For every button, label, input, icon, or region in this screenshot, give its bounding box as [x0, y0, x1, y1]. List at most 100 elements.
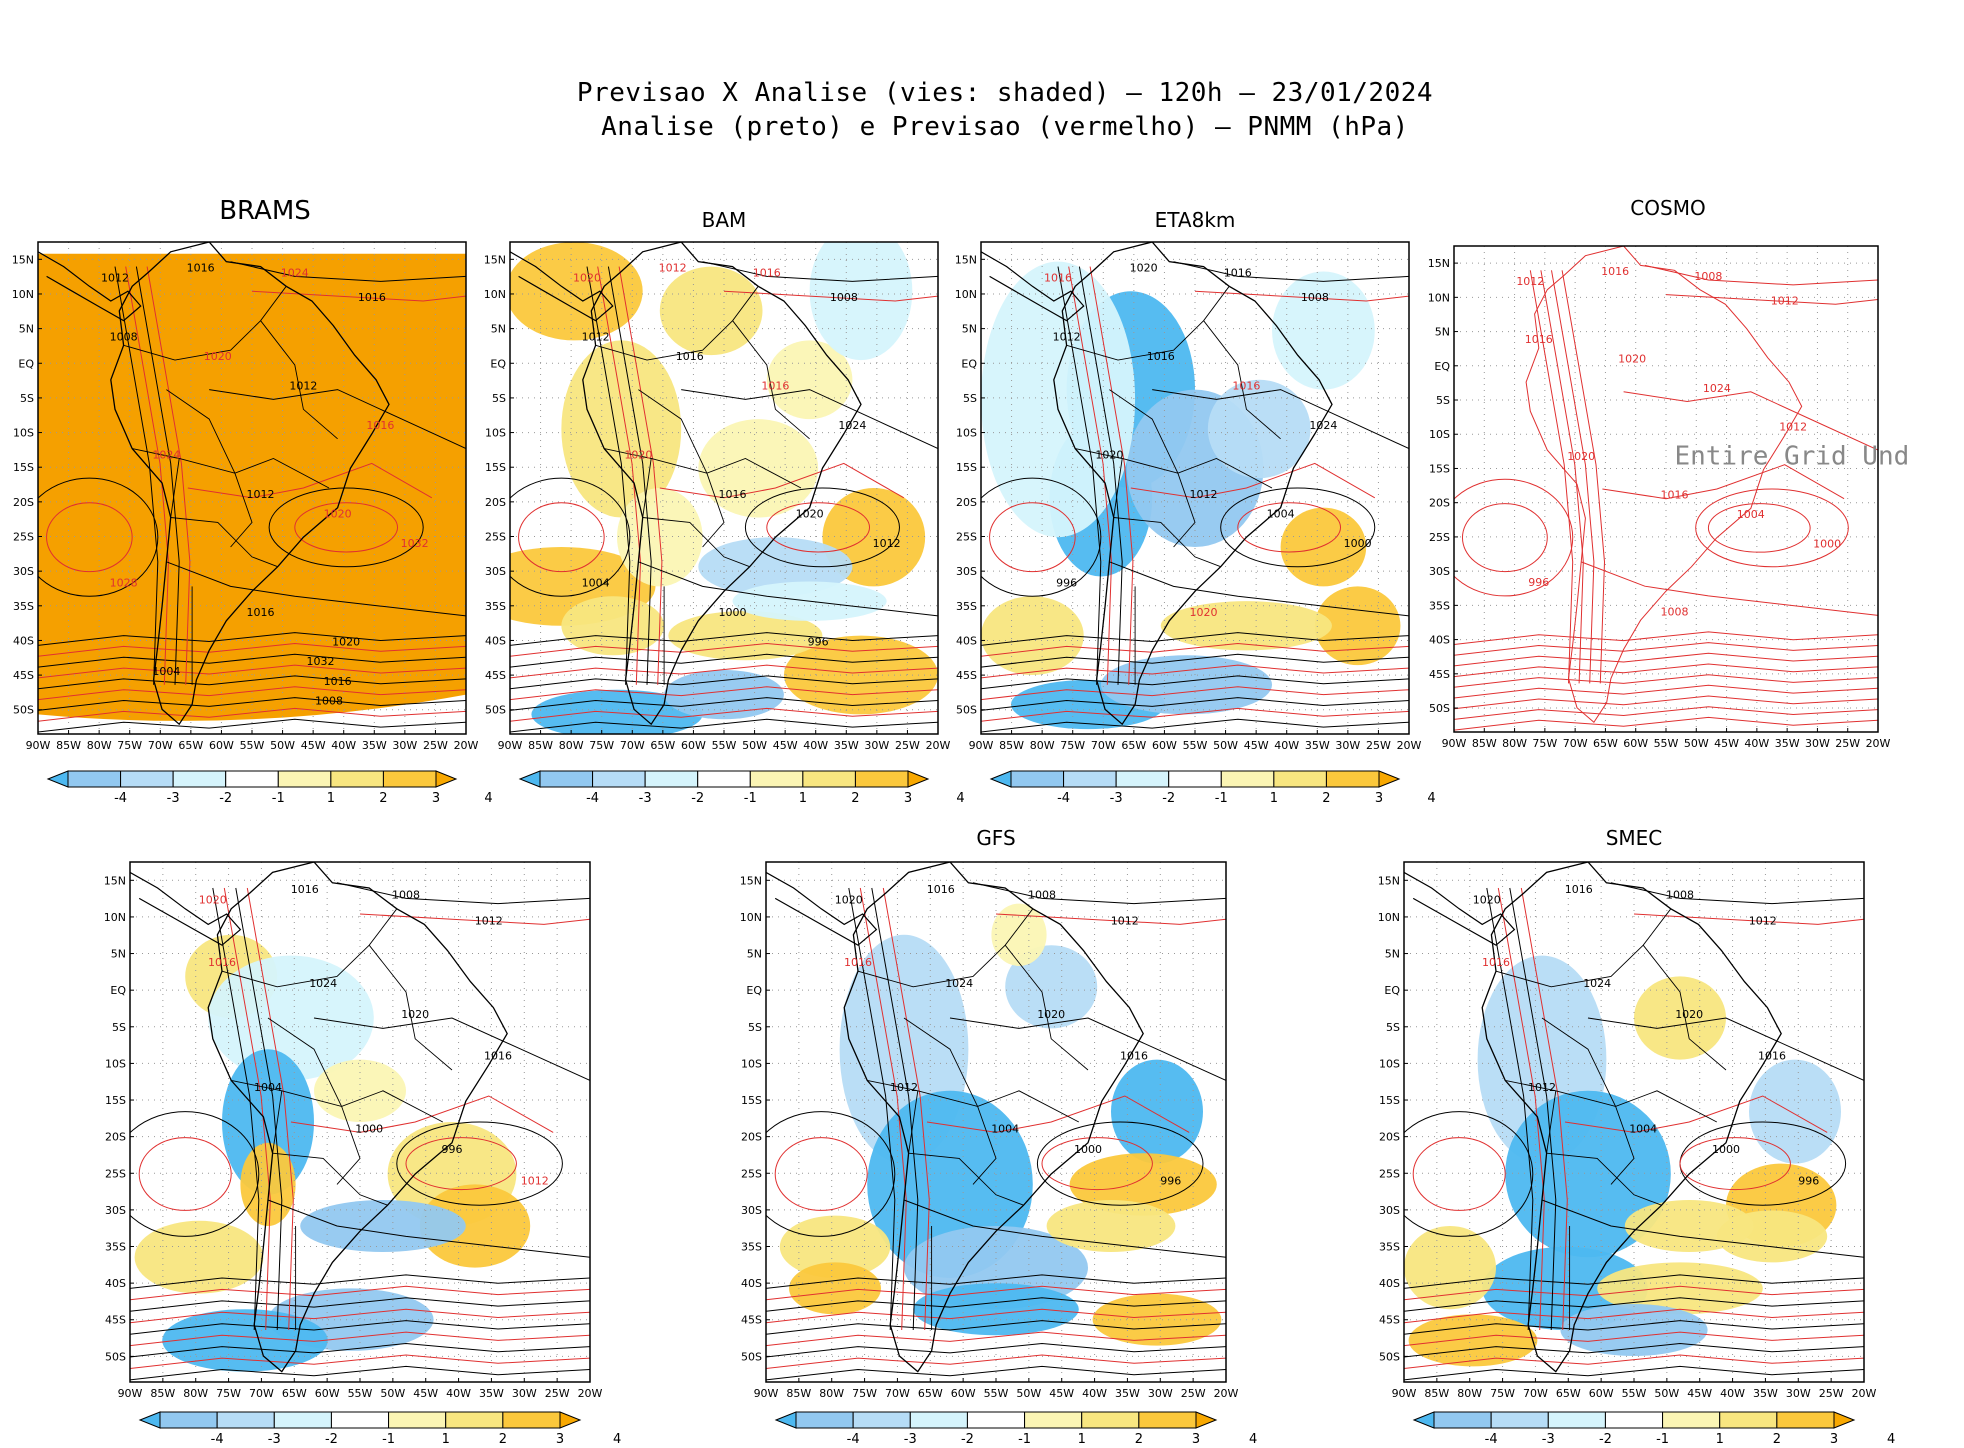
lat-tick-label: 50S — [13, 704, 34, 717]
forecast-isobar — [1454, 684, 1878, 699]
contour-label: 1012 — [475, 914, 503, 927]
colorbar-arrow-low — [1412, 1411, 1435, 1429]
forecast-isobar — [926, 1095, 1190, 1133]
colorbar-label: 1 — [1270, 791, 1278, 806]
forecast-isobar — [125, 266, 170, 685]
contour-label: 1012 — [1190, 488, 1218, 501]
lat-tick-label: 5S — [1386, 1021, 1400, 1034]
colorbar-label: -3 — [904, 1432, 917, 1447]
forecast-isobar — [1130, 462, 1376, 499]
analysis-isobar — [1220, 487, 1376, 568]
lon-tick-label: 85W — [1424, 1387, 1449, 1400]
contour-label: 1020 — [204, 350, 232, 363]
colorbar-segment — [697, 770, 751, 788]
contour-label: 1012 — [1749, 914, 1777, 927]
colorbar-label: -2 — [325, 1432, 338, 1447]
country-border — [1004, 944, 1089, 1071]
lon-tick-label: 30W — [864, 739, 889, 752]
contour-label: 1016 — [1601, 265, 1629, 278]
forecast-isobar — [187, 462, 433, 499]
lat-tick-label: 30S — [1429, 565, 1450, 578]
lat-tick-label: 10S — [1379, 1057, 1400, 1070]
colorbar-segment — [330, 1411, 390, 1429]
contour-label: 1016 — [719, 488, 747, 501]
forecast-isobar — [981, 686, 1409, 701]
lon-tick-label: 30W — [1148, 1387, 1173, 1400]
forecast-isobar — [251, 290, 466, 302]
contour-label: 1024 — [838, 419, 866, 432]
lon-tick-label: 75W — [1490, 1387, 1515, 1400]
lat-tick-label: 20S — [13, 496, 34, 509]
lat-tick-label: 5N — [1385, 948, 1400, 961]
lon-tick-label: 35W — [834, 739, 859, 752]
analysis-isobar — [396, 1121, 563, 1206]
country-border — [166, 389, 236, 474]
analysis-isobar — [586, 266, 631, 685]
lat-tick-label: 15N — [740, 874, 762, 887]
contour-label: 1024 — [281, 266, 309, 279]
colorbar-segment — [1115, 770, 1170, 788]
lat-tick-label: 35S — [741, 1241, 762, 1254]
lat-tick-label: 45S — [13, 669, 34, 682]
country-border — [595, 286, 759, 361]
lon-tick-label: 65W — [918, 1387, 943, 1400]
country-border — [903, 1017, 979, 1107]
bias-area-positive — [659, 266, 763, 356]
colorbar-arrow-high — [559, 1411, 582, 1429]
contour-label: 1032 — [306, 655, 334, 668]
forecast-isobar — [1404, 1308, 1864, 1324]
analysis-isobar — [981, 697, 1409, 711]
analysis-isobar — [1454, 674, 1878, 688]
contour-label: 1000 — [1344, 537, 1372, 550]
contour-label: 1004 — [152, 665, 180, 678]
colorbar-label: 3 — [432, 791, 440, 806]
forecast-isobar — [510, 707, 938, 722]
lon-tick-label: 45W — [1687, 1387, 1712, 1400]
country-border — [1066, 286, 1230, 361]
analysis-isobar — [130, 1365, 590, 1381]
forecast-isobar — [510, 642, 938, 657]
contour-label: 1004 — [254, 1081, 282, 1094]
colorbar-label: -2 — [1599, 1432, 1612, 1447]
forecast-isobar — [1461, 503, 1548, 573]
analysis-isobar — [981, 675, 1409, 690]
colorbar: -4 -3 -2 -1 1 2 3 4 — [46, 770, 493, 807]
country-border — [1113, 517, 1221, 568]
undefined-grid-note: Entire Grid Und — [1674, 442, 1909, 472]
contour-label: 1020 — [324, 508, 352, 521]
coastline-central-america — [981, 251, 1085, 322]
lon-tick-label: 85W — [150, 1387, 175, 1400]
forecast-isobar — [1633, 913, 1864, 925]
lon-tick-label: 30W — [392, 739, 417, 752]
colorbar-segment — [1081, 1411, 1140, 1429]
forecast-isobar — [989, 502, 1076, 573]
forecast-isobar — [130, 1308, 590, 1324]
forecast-isobar — [294, 502, 399, 553]
lat-tick-label: 10S — [741, 1057, 762, 1070]
forecast-isobar — [1089, 266, 1134, 685]
analysis-isobar — [1695, 488, 1849, 568]
bias-area-positive — [668, 611, 823, 661]
panel-title: GFS — [976, 826, 1016, 850]
lon-tick-label: 50W — [1213, 739, 1238, 752]
map-panel-bam: 1020 1012 1016 1008 1012 1016 1016 1024 1020 1016… — [476, 236, 951, 762]
analysis-isobar — [702, 261, 938, 282]
contour-label: 1020 — [573, 271, 601, 284]
contour-label: 1016 — [1758, 1050, 1786, 1063]
lat-tick-label: 10N — [1378, 911, 1400, 924]
forecast-isobar — [1454, 663, 1878, 678]
lon-tick-label: 60W — [1589, 1387, 1614, 1400]
analysis-isobar — [766, 1342, 1226, 1358]
bias-area-positive — [1404, 1226, 1496, 1310]
contour-label: 1020 — [1567, 450, 1595, 463]
lon-tick-label: 50W — [1016, 1387, 1041, 1400]
lon-tick-label: 65W — [282, 1387, 307, 1400]
analysis-isobar — [981, 632, 1409, 646]
coastline — [582, 242, 862, 726]
forecast-isobar — [130, 1331, 590, 1347]
colorbar-label: 1 — [1078, 1432, 1086, 1447]
forecast-isobar — [1412, 1137, 1506, 1211]
country-border — [642, 517, 750, 568]
forecast-isobar — [1237, 502, 1342, 553]
bias-area-positive — [1092, 1293, 1222, 1346]
